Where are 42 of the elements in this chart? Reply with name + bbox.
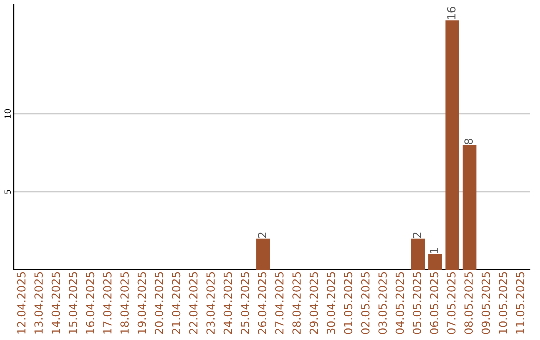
data-label: 16: [447, 7, 456, 20]
x-tick-label: 18.04.2025: [120, 272, 130, 334]
x-tick-label: 01.05.2025: [344, 272, 353, 334]
x-tick-label: 13.04.2025: [34, 272, 44, 334]
x-tick-label: 16.04.2025: [86, 272, 95, 334]
x-tick-label: 09.05.2025: [482, 272, 490, 334]
x-tick-label: 02.05.2025: [361, 272, 370, 334]
x-tick-label: 10.05.2025: [499, 272, 508, 334]
x-tick-label: 05.05.2025: [413, 272, 422, 334]
x-tick-label: 06.05.2025: [430, 272, 439, 334]
x-tick-label: 14.04.2025: [52, 272, 60, 334]
x-tick-label: 21.04.2025: [172, 272, 181, 334]
x-tick-label: 08.05.2025: [464, 272, 474, 334]
x-tick-label: 26.04.2025: [258, 272, 267, 334]
bar: [428, 254, 442, 270]
x-tick-label: 17.04.2025: [103, 272, 112, 334]
x-tick-label: 24.04.2025: [224, 272, 232, 334]
x-tick-label: 20.04.2025: [155, 272, 164, 334]
data-label: 2: [258, 232, 266, 238]
y-tick-label: 10: [4, 109, 11, 119]
x-tick-label: 07.05.2025: [447, 272, 456, 334]
x-tick-label: 23.04.2025: [206, 272, 216, 334]
x-tick-label: 22.04.2025: [189, 272, 198, 334]
y-tick-label: 5: [4, 190, 11, 194]
bar: [411, 238, 426, 270]
x-tick-label: 28.04.2025: [292, 272, 302, 334]
x-tick-label: 30.04.2025: [327, 272, 336, 334]
x-tick-label: 03.05.2025: [378, 272, 388, 334]
data-label: 8: [464, 138, 474, 145]
data-label: 1: [430, 248, 438, 254]
x-tick-label: 19.04.2025: [138, 272, 146, 334]
x-tick-label: 29.04.2025: [310, 272, 318, 334]
x-tick-label: 15.04.2025: [69, 272, 78, 334]
x-tick-label: 25.04.2025: [241, 272, 250, 334]
x-tick-label: 04.05.2025: [396, 272, 404, 334]
x-tick-label: 12.04.2025: [17, 272, 26, 334]
bar: [462, 145, 477, 270]
bar: [256, 238, 270, 270]
x-tick-label: 11.05.2025: [516, 272, 525, 334]
data-label: 2: [413, 232, 422, 238]
x-tick-label: 27.04.2025: [275, 272, 284, 334]
bar: [446, 20, 460, 270]
